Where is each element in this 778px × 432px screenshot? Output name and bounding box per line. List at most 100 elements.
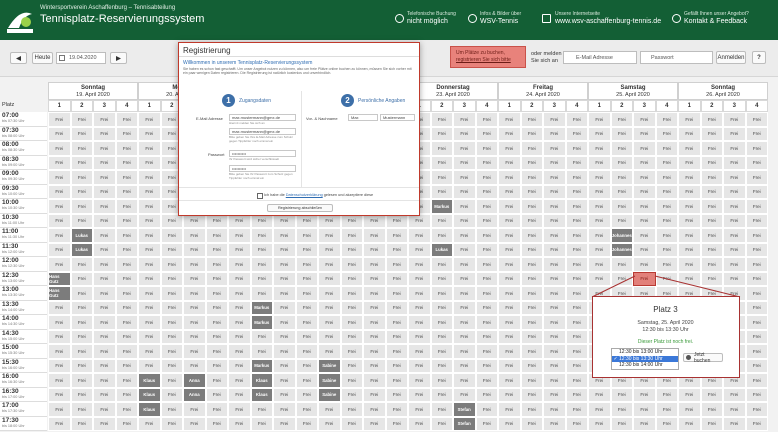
header-link[interactable]: Unsere Internetseite www.wsv-aschaffenbu… — [555, 11, 661, 25]
free-slot[interactable]: Frei — [723, 199, 746, 214]
free-slot[interactable]: Frei — [610, 402, 633, 417]
free-slot[interactable]: Frei — [678, 155, 701, 170]
free-slot[interactable]: Frei — [430, 141, 453, 156]
free-slot[interactable]: Frei — [565, 199, 588, 214]
free-slot[interactable]: Frei — [93, 358, 116, 373]
free-slot[interactable]: Frei — [48, 141, 71, 156]
free-slot[interactable]: Frei — [543, 416, 566, 431]
free-slot[interactable]: Frei — [678, 271, 701, 286]
free-slot[interactable]: Frei — [543, 199, 566, 214]
free-slot[interactable]: Frei — [610, 271, 633, 286]
free-slot[interactable]: Frei — [520, 126, 543, 141]
free-slot[interactable]: Frei — [588, 228, 611, 243]
booked-slot[interactable]: Klaus — [138, 373, 161, 388]
free-slot[interactable]: Frei — [273, 228, 296, 243]
free-slot[interactable]: Frei — [678, 170, 701, 185]
free-slot[interactable]: Frei — [138, 358, 161, 373]
free-slot[interactable]: Frei — [205, 344, 228, 359]
free-slot[interactable]: Frei — [93, 257, 116, 272]
free-slot[interactable]: Frei — [655, 257, 678, 272]
free-slot[interactable]: Frei — [48, 112, 71, 127]
free-slot[interactable]: Frei — [340, 300, 363, 315]
free-slot[interactable]: Frei — [655, 228, 678, 243]
book-button[interactable]: Jetzt buchen — [683, 352, 723, 364]
free-slot[interactable]: Frei — [543, 228, 566, 243]
free-slot[interactable]: Frei — [700, 112, 723, 127]
free-slot[interactable]: Frei — [700, 170, 723, 185]
free-slot[interactable]: Frei — [363, 315, 386, 330]
free-slot[interactable]: Frei — [295, 358, 318, 373]
password-field[interactable]: •••••••••• — [229, 150, 296, 157]
free-slot[interactable]: Frei — [453, 344, 476, 359]
free-slot[interactable]: Frei — [745, 213, 768, 228]
free-slot[interactable]: Frei — [160, 155, 183, 170]
free-slot[interactable]: Frei — [228, 344, 251, 359]
free-slot[interactable]: Frei — [340, 344, 363, 359]
booked-slot[interactable]: Klaus — [138, 402, 161, 417]
free-slot[interactable]: Frei — [93, 271, 116, 286]
free-slot[interactable]: Frei — [93, 315, 116, 330]
free-slot[interactable]: Frei — [340, 286, 363, 301]
free-slot[interactable]: Frei — [700, 402, 723, 417]
free-slot[interactable]: Frei — [340, 315, 363, 330]
free-slot[interactable]: Frei — [745, 155, 768, 170]
free-slot[interactable]: Frei — [520, 242, 543, 257]
free-slot[interactable]: Frei — [453, 213, 476, 228]
free-slot[interactable]: Frei — [115, 170, 138, 185]
free-slot[interactable]: Frei — [430, 358, 453, 373]
header-link[interactable]: Infos & Bilder über WSV-Tennis — [480, 11, 521, 25]
free-slot[interactable]: Frei — [408, 387, 431, 402]
free-slot[interactable]: Frei — [363, 358, 386, 373]
free-slot[interactable]: Frei — [138, 228, 161, 243]
free-slot[interactable]: Frei — [543, 344, 566, 359]
free-slot[interactable]: Frei — [93, 112, 116, 127]
free-slot[interactable]: Frei — [520, 155, 543, 170]
free-slot[interactable]: Frei — [295, 271, 318, 286]
free-slot[interactable]: Frei — [70, 170, 93, 185]
free-slot[interactable]: Frei — [93, 329, 116, 344]
free-slot[interactable]: Frei — [93, 242, 116, 257]
free-slot[interactable]: Frei — [498, 416, 521, 431]
today-button[interactable]: Heute — [32, 52, 53, 64]
free-slot[interactable]: Frei — [70, 126, 93, 141]
free-slot[interactable]: Frei — [318, 416, 341, 431]
help-button[interactable]: ? — [752, 51, 766, 64]
free-slot[interactable]: Frei — [565, 112, 588, 127]
free-slot[interactable]: Frei — [48, 300, 71, 315]
free-slot[interactable]: Frei — [543, 112, 566, 127]
free-slot[interactable]: Frei — [183, 416, 206, 431]
free-slot[interactable]: Frei — [723, 170, 746, 185]
free-slot[interactable]: Frei — [745, 242, 768, 257]
free-slot[interactable]: Frei — [520, 402, 543, 417]
free-slot[interactable]: Frei — [700, 141, 723, 156]
booked-slot[interactable]: Sabine — [318, 387, 341, 402]
free-slot[interactable]: Frei — [70, 387, 93, 402]
free-slot[interactable]: Frei — [160, 402, 183, 417]
booked-slot[interactable]: Stefan — [453, 402, 476, 417]
first-name-field[interactable]: Max — [348, 114, 378, 121]
free-slot[interactable]: Frei — [93, 184, 116, 199]
free-slot[interactable]: Frei — [115, 300, 138, 315]
free-slot[interactable]: Frei — [340, 402, 363, 417]
free-slot[interactable]: Frei — [655, 170, 678, 185]
free-slot[interactable]: Frei — [588, 126, 611, 141]
free-slot[interactable]: Frei — [543, 286, 566, 301]
free-slot[interactable]: Frei — [475, 402, 498, 417]
free-slot[interactable]: Frei — [340, 387, 363, 402]
free-slot[interactable]: Frei — [520, 315, 543, 330]
free-slot[interactable]: Frei — [295, 300, 318, 315]
free-slot[interactable]: Frei — [475, 286, 498, 301]
free-slot[interactable]: Frei — [408, 271, 431, 286]
free-slot[interactable]: Frei — [408, 242, 431, 257]
free-slot[interactable]: Frei — [48, 228, 71, 243]
free-slot[interactable]: Frei — [588, 242, 611, 257]
free-slot[interactable]: Frei — [723, 141, 746, 156]
free-slot[interactable]: Frei — [498, 286, 521, 301]
free-slot[interactable]: Frei — [408, 228, 431, 243]
free-slot[interactable]: Frei — [363, 242, 386, 257]
free-slot[interactable]: Frei — [228, 242, 251, 257]
free-slot[interactable]: Frei — [678, 257, 701, 272]
free-slot[interactable]: Frei — [700, 271, 723, 286]
free-slot[interactable]: Frei — [160, 213, 183, 228]
